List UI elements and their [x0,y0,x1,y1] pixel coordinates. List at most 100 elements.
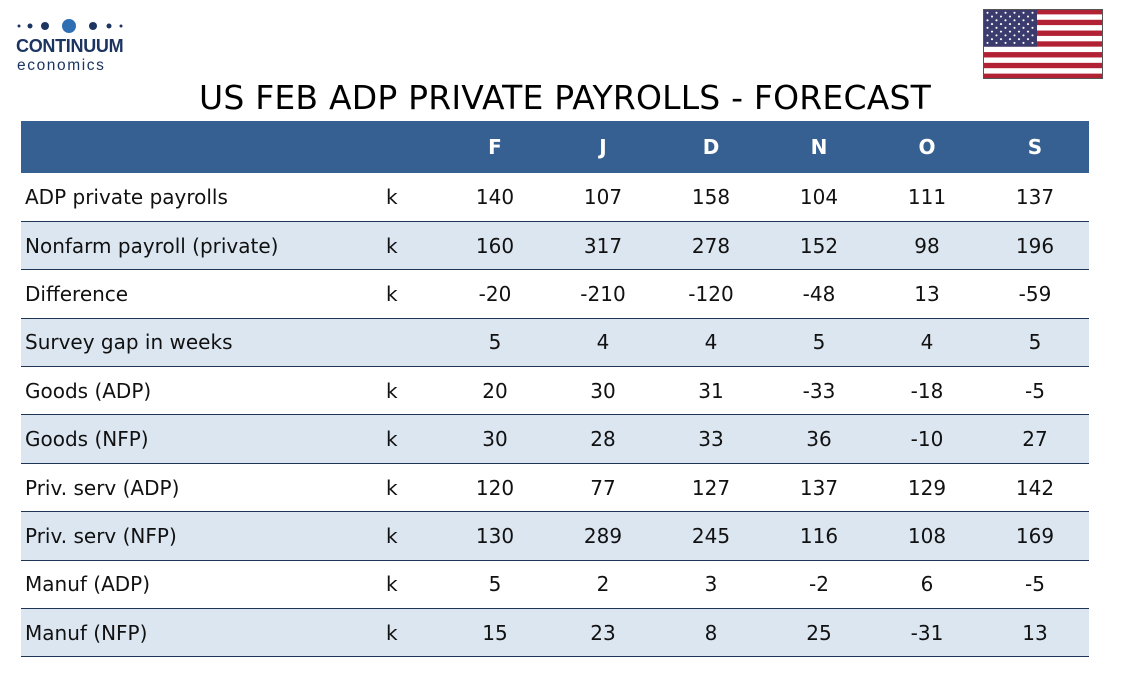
table-cell: 15 [441,608,549,658]
table-cell: 5 [981,318,1089,368]
table-cell: 98 [873,221,981,271]
table-row: Difference k -20 -210 -120 -48 13 -59 [21,269,1089,319]
logo-subtitle: economics [17,57,106,74]
table-cell: 5 [441,560,549,610]
column-header: D [702,135,720,159]
table-cell: 13 [873,269,981,319]
row-label: Goods (ADP) [21,366,376,416]
table-cell: 152 [765,221,873,271]
table-cell: 13 [981,608,1089,658]
table-cell: 4 [657,318,765,368]
table-row: Nonfarm payroll (private) k 160 317 278 152 98… [21,221,1089,271]
row-label: Manuf (ADP) [21,560,376,610]
table-cell: -2 [765,560,873,610]
table-cell: -5 [981,560,1089,610]
table-cell: 36 [765,414,873,464]
column-header: N [810,135,828,159]
row-unit: k [376,511,441,561]
table-row: Priv. serv (ADP) k 120 77 127 137 129 142 [21,463,1089,513]
table-cell: 127 [657,463,765,513]
table-cell: 30 [549,366,657,416]
table-cell: 245 [657,511,765,561]
row-unit: k [376,414,441,464]
column-header: O [918,135,936,159]
table-cell: -5 [981,366,1089,416]
row-label: Priv. serv (ADP) [21,463,376,513]
table-cell: 169 [981,511,1089,561]
table-cell: 6 [873,560,981,610]
logo-brand: CONTINUUM [16,36,124,56]
table-row: Priv. serv (NFP) k 130 289 245 116 108 169 [21,511,1089,561]
table-cell: 3 [657,560,765,610]
table-cell: 8 [657,608,765,658]
table-row: ADP private payrolls k 140 107 158 104 111 137 [21,173,1089,222]
table-cell: 20 [441,366,549,416]
table-cell: 2 [549,560,657,610]
row-label: Manuf (NFP) [21,608,376,658]
table-cell: -20 [441,269,549,319]
table-cell: -31 [873,608,981,658]
column-header [21,121,376,173]
row-unit: k [376,221,441,271]
logo-dots-icon [17,19,123,33]
table-cell: 111 [873,173,981,222]
row-unit: k [376,173,441,222]
table-cell: -59 [981,269,1089,319]
logo: CONTINUUM economics [16,14,146,74]
column-header: S [1027,135,1043,159]
row-label: Priv. serv (NFP) [21,511,376,561]
table-cell: 27 [981,414,1089,464]
table-cell: 278 [657,221,765,271]
table-cell: 5 [441,318,549,368]
table-cell: 107 [549,173,657,222]
table-row: Manuf (NFP) k 15 23 8 25 -31 13 [21,608,1089,658]
table-cell: 4 [549,318,657,368]
table-cell: 140 [441,173,549,222]
row-unit: k [376,608,441,658]
table-cell: 137 [981,173,1089,222]
table-cell: 142 [981,463,1089,513]
row-unit: k [376,560,441,610]
row-unit: k [376,269,441,319]
column-header: J [599,135,607,159]
table-row: Goods (NFP) k 30 28 33 36 -10 27 [21,414,1089,464]
table-row: Manuf (ADP) k 5 2 3 -2 6 -5 [21,560,1089,610]
row-unit: k [376,463,441,513]
row-label: Goods (NFP) [21,414,376,464]
table-cell: 4 [873,318,981,368]
table-row: Survey gap in weeks 5 4 4 5 4 5 [21,318,1089,368]
row-label: ADP private payrolls [21,173,376,222]
row-label: Nonfarm payroll (private) [21,221,376,271]
table-cell: -10 [873,414,981,464]
table-cell: 33 [657,414,765,464]
table-cell: 289 [549,511,657,561]
table-cell: -48 [765,269,873,319]
table-cell: -18 [873,366,981,416]
table-cell: -210 [549,269,657,319]
table-body: ADP private payrolls k 140 107 158 104 111 137 N… [21,173,1089,658]
table-cell: 104 [765,173,873,222]
row-unit: k [376,366,441,416]
table-cell: 317 [549,221,657,271]
table-cell: 5 [765,318,873,368]
table-cell: 28 [549,414,657,464]
column-header [376,121,441,173]
row-label: Difference [21,269,376,319]
table-cell: 25 [765,608,873,658]
table-row: Goods (ADP) k 20 30 31 -33 -18 -5 [21,366,1089,416]
page-title: US FEB ADP PRIVATE PAYROLLS - FORECAST [199,78,931,117]
table-cell: 158 [657,173,765,222]
row-label: Survey gap in weeks [21,318,376,368]
table-cell: 23 [549,608,657,658]
table-cell: 137 [765,463,873,513]
us-flag-icon [983,9,1103,80]
table-cell: 108 [873,511,981,561]
table-cell: 116 [765,511,873,561]
table-cell: -33 [765,366,873,416]
table-cell: 31 [657,366,765,416]
row-unit [376,318,441,368]
column-header: F [488,135,502,159]
table-cell: 77 [549,463,657,513]
